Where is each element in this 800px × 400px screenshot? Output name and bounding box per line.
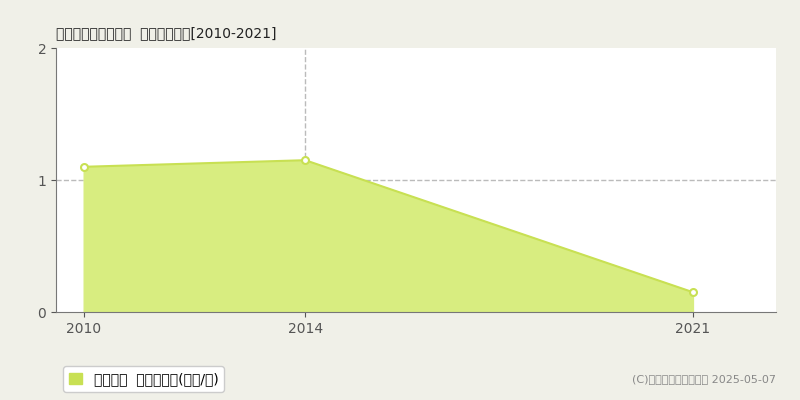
Text: (C)土地価格ドットコム 2025-05-07: (C)土地価格ドットコム 2025-05-07	[632, 374, 776, 384]
Legend: 土地価格  平均坪単価(万円/坪): 土地価格 平均坪単価(万円/坪)	[63, 366, 224, 392]
Text: 国頭郡伊江村西江上  土地価格推移[2010-2021]: 国頭郡伊江村西江上 土地価格推移[2010-2021]	[56, 26, 277, 40]
